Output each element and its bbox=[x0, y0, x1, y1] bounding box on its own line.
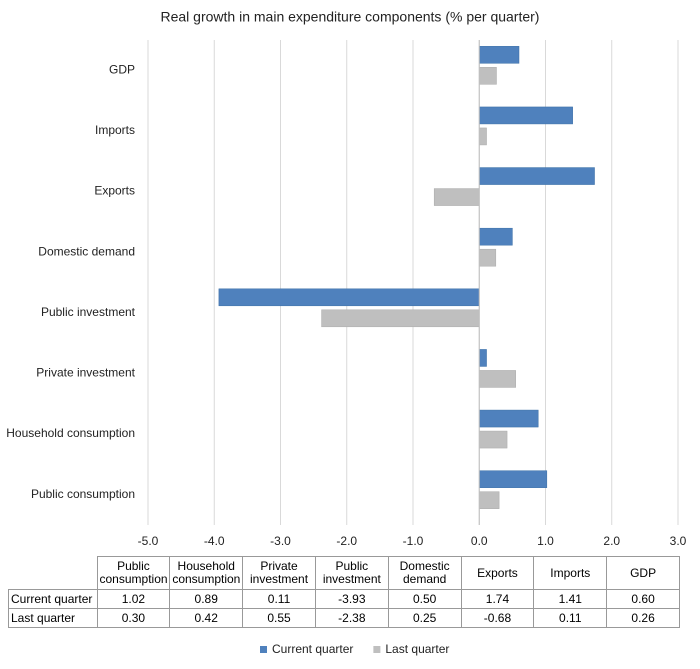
bar bbox=[479, 370, 516, 388]
y-tick-label: Domestic demand bbox=[38, 244, 135, 258]
table-cell: Private investment bbox=[242, 556, 316, 590]
table-row: Public consumption Household consumption P… bbox=[8, 556, 680, 590]
table-cell: 0.11 bbox=[242, 589, 316, 609]
table-cell: Last quarter bbox=[8, 608, 98, 628]
table-cell: 0.50 bbox=[387, 589, 462, 609]
bar bbox=[479, 470, 548, 488]
table-cell: GDP bbox=[606, 556, 680, 590]
table-cell: 0.25 bbox=[387, 608, 462, 628]
legend-swatch bbox=[373, 646, 381, 653]
table-cell: 0.26 bbox=[606, 608, 680, 628]
table-cell: 0.42 bbox=[169, 608, 244, 628]
data-table: Public consumption Household consumption P… bbox=[8, 556, 680, 628]
x-tick-label: -1.0 bbox=[403, 534, 424, 548]
bar bbox=[479, 167, 595, 185]
table-cell: Exports bbox=[460, 556, 535, 590]
legend-label: Current quarter bbox=[272, 642, 353, 656]
table-cell: 0.60 bbox=[606, 589, 680, 609]
bar bbox=[321, 309, 480, 328]
bar bbox=[479, 127, 487, 146]
bar bbox=[479, 67, 497, 85]
table-cell: -0.68 bbox=[460, 608, 535, 628]
x-tick-label: 1.0 bbox=[537, 534, 554, 548]
y-tick-label: Public investment bbox=[41, 305, 136, 319]
table-cell bbox=[8, 556, 98, 590]
table-row: Last quarter 0.30 0.42 0.55 -2.38 0.25 -0.68 0.… bbox=[8, 608, 680, 628]
table-cell: 0.11 bbox=[533, 608, 608, 628]
y-tick-label: Private investment bbox=[36, 366, 135, 380]
x-tick-label: -2.0 bbox=[336, 534, 357, 548]
table-cell: Public investment bbox=[314, 556, 389, 590]
table-cell: 1.74 bbox=[460, 589, 535, 609]
bar bbox=[433, 188, 480, 206]
bar bbox=[479, 248, 497, 267]
chart-title: Real growth in main expenditure componen… bbox=[161, 9, 540, 25]
bar bbox=[218, 288, 480, 307]
legend-label: Last quarter bbox=[385, 642, 449, 656]
x-tick-label: 2.0 bbox=[603, 534, 620, 548]
table-cell: 0.89 bbox=[169, 589, 244, 609]
y-tick-label: Exports bbox=[94, 184, 135, 198]
bar bbox=[479, 227, 513, 246]
table-cell: 0.55 bbox=[242, 608, 316, 628]
table-row: Current quarter 1.02 0.89 0.11 -3.93 0.50 1.74… bbox=[8, 589, 680, 609]
table-cell: 0.30 bbox=[96, 608, 171, 628]
table-cell: Household consumption bbox=[169, 556, 244, 590]
x-tick-label: 3.0 bbox=[670, 534, 687, 548]
table-cell: 1.41 bbox=[533, 589, 608, 609]
y-tick-label: Public consumption bbox=[31, 487, 135, 501]
y-tick-label: Household consumption bbox=[6, 426, 135, 440]
x-tick-label: 0.0 bbox=[471, 534, 488, 548]
table-cell: Domestic demand bbox=[387, 556, 462, 590]
bar bbox=[479, 46, 520, 64]
y-tick-label: Imports bbox=[95, 123, 135, 137]
table-cell: 1.02 bbox=[96, 589, 171, 609]
table-cell: -2.38 bbox=[314, 608, 389, 628]
table-cell: -3.93 bbox=[314, 589, 389, 609]
bar bbox=[479, 430, 508, 449]
table-cell: Current quarter bbox=[8, 589, 98, 609]
bar bbox=[479, 349, 487, 367]
legend-swatch bbox=[260, 646, 267, 653]
x-tick-label: -4.0 bbox=[204, 534, 225, 548]
bar bbox=[479, 106, 573, 125]
bar bbox=[479, 409, 539, 428]
table-cell: Public consumption bbox=[96, 556, 171, 590]
y-tick-label: GDP bbox=[109, 62, 135, 76]
x-tick-label: -5.0 bbox=[138, 534, 159, 548]
bar bbox=[479, 491, 500, 509]
table-cell: Imports bbox=[533, 556, 608, 590]
x-tick-label: -3.0 bbox=[270, 534, 291, 548]
